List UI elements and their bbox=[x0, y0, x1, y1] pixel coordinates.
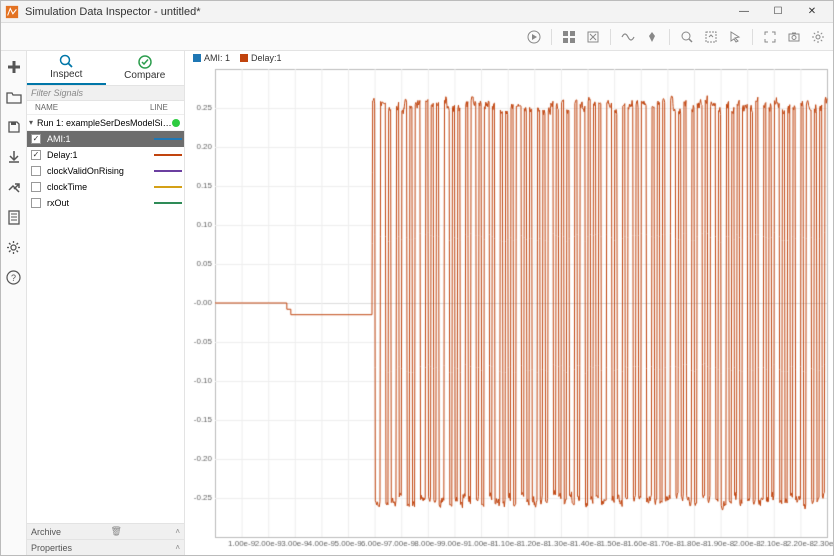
archive-section[interactable]: Archive 🗑 ˄ bbox=[27, 523, 184, 539]
marker-icon[interactable] bbox=[643, 28, 661, 46]
legend-label: Delay:1 bbox=[251, 53, 282, 63]
run-label: Run 1: exampleSerDesModelSimula… bbox=[37, 118, 172, 128]
properties-section[interactable]: Properties ˄ bbox=[27, 539, 184, 555]
signal-line-swatch bbox=[154, 202, 182, 204]
sidebar: Inspect Compare Filter Signals NAME LINE… bbox=[27, 51, 185, 555]
plot-canvas[interactable] bbox=[185, 65, 833, 555]
legend-label: AMI: 1 bbox=[204, 53, 230, 63]
report-icon[interactable] bbox=[4, 207, 24, 227]
magnifier-icon bbox=[59, 54, 73, 68]
legend-item: Delay:1 bbox=[240, 53, 282, 63]
minimize-button[interactable]: — bbox=[727, 2, 761, 22]
snapshot-icon[interactable] bbox=[785, 28, 803, 46]
legend-swatch bbox=[240, 54, 248, 62]
signal-row[interactable]: clockTime bbox=[27, 179, 184, 195]
settings-gear-icon[interactable] bbox=[4, 237, 24, 257]
clear-plot-icon[interactable] bbox=[584, 28, 602, 46]
top-toolbar bbox=[1, 23, 833, 51]
sidebar-tabs: Inspect Compare bbox=[27, 51, 184, 85]
plot-canvas-wrap[interactable] bbox=[185, 65, 833, 555]
layout-grid-icon[interactable] bbox=[560, 28, 578, 46]
signal-label: Delay:1 bbox=[45, 150, 154, 160]
signal-checkbox[interactable] bbox=[31, 166, 41, 176]
save-icon[interactable] bbox=[4, 117, 24, 137]
signal-checkbox[interactable] bbox=[31, 134, 41, 144]
archive-trash-icon[interactable]: 🗑 bbox=[110, 526, 121, 537]
signal-line-swatch bbox=[154, 138, 182, 140]
signal-row[interactable]: clockValidOnRising bbox=[27, 163, 184, 179]
chevron-up-icon: ˄ bbox=[175, 543, 180, 552]
export-icon[interactable] bbox=[4, 177, 24, 197]
col-name: NAME bbox=[31, 103, 150, 112]
main-area: ? Inspect Compare Filter Signals NAME LI… bbox=[1, 51, 833, 555]
pointer-icon[interactable] bbox=[726, 28, 744, 46]
col-line: LINE bbox=[150, 103, 180, 112]
signal-row[interactable]: Delay:1 bbox=[27, 147, 184, 163]
signal-row[interactable]: rxOut bbox=[27, 195, 184, 211]
open-folder-icon[interactable] bbox=[4, 87, 24, 107]
legend-swatch bbox=[193, 54, 201, 62]
zoom-icon[interactable] bbox=[678, 28, 696, 46]
signal-checkbox[interactable] bbox=[31, 198, 41, 208]
plot-area: AMI: 1 Delay:1 bbox=[185, 51, 833, 555]
gear-icon[interactable] bbox=[809, 28, 827, 46]
signal-line-swatch bbox=[154, 154, 182, 156]
maximize-button[interactable]: ☐ bbox=[761, 2, 795, 22]
close-button[interactable]: ✕ bbox=[795, 2, 829, 22]
legend-item: AMI: 1 bbox=[193, 53, 230, 63]
chevron-up-icon: ˄ bbox=[175, 527, 180, 536]
caret-down-icon: ▾ bbox=[29, 118, 37, 127]
filter-signals-input[interactable]: Filter Signals bbox=[27, 85, 184, 101]
left-rail: ? bbox=[1, 51, 27, 555]
column-header: NAME LINE bbox=[27, 101, 184, 115]
add-icon[interactable] bbox=[4, 57, 24, 77]
app-window: Simulation Data Inspector - untitled* — … bbox=[0, 0, 834, 556]
window-title: Simulation Data Inspector - untitled* bbox=[25, 6, 727, 18]
signal-label: rxOut bbox=[45, 198, 154, 208]
signal-row[interactable]: AMI:1 bbox=[27, 131, 184, 147]
archive-label: Archive bbox=[31, 527, 61, 537]
signal-checkbox[interactable] bbox=[31, 150, 41, 160]
tab-inspect-label: Inspect bbox=[50, 69, 82, 80]
app-icon bbox=[5, 5, 19, 19]
run-icon[interactable] bbox=[525, 28, 543, 46]
svg-text:?: ? bbox=[11, 273, 16, 283]
run-status-dot bbox=[172, 119, 180, 127]
fullscreen-icon[interactable] bbox=[761, 28, 779, 46]
fit-icon[interactable] bbox=[702, 28, 720, 46]
signal-checkbox[interactable] bbox=[31, 182, 41, 192]
signal-list: AMI:1 Delay:1 clockValidOnRising clockTime r… bbox=[27, 131, 184, 523]
titlebar: Simulation Data Inspector - untitled* — … bbox=[1, 1, 833, 23]
signal-label: AMI:1 bbox=[45, 134, 154, 144]
tab-compare-label: Compare bbox=[124, 70, 165, 81]
signal-icon[interactable] bbox=[619, 28, 637, 46]
properties-label: Properties bbox=[31, 543, 72, 553]
window-controls: — ☐ ✕ bbox=[727, 2, 829, 22]
signal-label: clockValidOnRising bbox=[45, 166, 154, 176]
check-circle-icon bbox=[138, 55, 152, 69]
tab-compare[interactable]: Compare bbox=[106, 51, 185, 85]
import-icon[interactable] bbox=[4, 147, 24, 167]
run-row[interactable]: ▾ Run 1: exampleSerDesModelSimula… bbox=[27, 115, 184, 131]
signal-line-swatch bbox=[154, 170, 182, 172]
help-icon[interactable]: ? bbox=[4, 267, 24, 287]
tab-inspect[interactable]: Inspect bbox=[27, 51, 106, 85]
signal-label: clockTime bbox=[45, 182, 154, 192]
signal-line-swatch bbox=[154, 186, 182, 188]
plot-legend: AMI: 1 Delay:1 bbox=[185, 51, 833, 65]
